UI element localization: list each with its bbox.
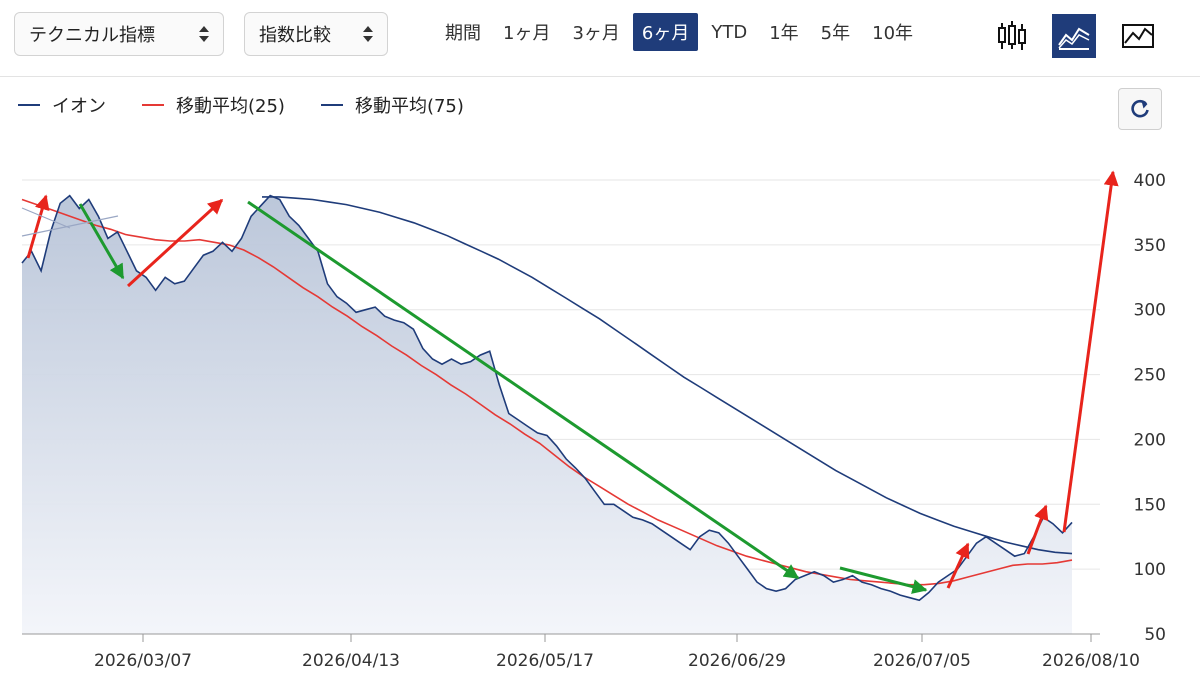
y-tick-label: 50: [1144, 625, 1166, 645]
index-compare-select[interactable]: 指数比較: [244, 12, 388, 56]
x-axis: 2026/03/07 2026/04/13 2026/05/17 2026/06/29…: [22, 633, 1140, 671]
price-area: [22, 195, 1072, 634]
trend-arrow: [26, 194, 50, 259]
legend-swatch: [18, 104, 40, 106]
area-chart-button[interactable]: [1052, 14, 1096, 58]
period-label: 期間: [445, 23, 481, 44]
sort-arrows-icon: [199, 26, 209, 42]
trend-line: [21, 207, 71, 229]
period-1m[interactable]: 1ヶ月: [503, 23, 551, 44]
price-line: [21, 194, 1073, 602]
area-chart-icon: [1058, 27, 1090, 50]
candlestick-chart-button[interactable]: [990, 14, 1034, 58]
index-compare-label: 指数比較: [259, 25, 331, 46]
trend-arrow: [1062, 170, 1119, 533]
legend-item-price[interactable]: イオン: [18, 92, 106, 118]
x-tick-label: 2026/07/05: [873, 651, 971, 671]
x-tick-label: 2026/05/17: [496, 651, 594, 671]
y-tick-label: 250: [1134, 366, 1166, 386]
period-6m[interactable]: 6ヶ月: [632, 13, 699, 51]
trend-arrow: [78, 203, 125, 280]
refresh-button[interactable]: [1118, 88, 1162, 130]
trend-arrow: [247, 200, 800, 580]
trend-annotations: [21, 170, 1119, 594]
trend-arrow: [946, 542, 970, 589]
legend-item-ma75[interactable]: 移動平均(75): [320, 92, 464, 118]
refresh-icon: [1131, 99, 1149, 118]
candlestick-icon: [998, 21, 1026, 50]
technical-indicator-select[interactable]: テクニカル指標: [14, 12, 224, 56]
period-5y[interactable]: 5年: [820, 23, 851, 44]
trend-arrow: [839, 566, 928, 594]
y-tick-label: 350: [1134, 236, 1166, 256]
legend-label: 移動平均(25): [176, 96, 285, 117]
y-tick-label: 400: [1134, 171, 1166, 191]
toolbar-divider: [0, 76, 1200, 77]
y-tick-label: 100: [1134, 560, 1166, 580]
period-selector: 期間 1ヶ月 3ヶ月 6ヶ月 YTD 1年 5年 10年: [436, 12, 926, 52]
y-axis: 50 100 150 200 250 300 350 400: [1134, 171, 1166, 645]
trend-arrow: [126, 198, 224, 288]
x-tick-label: 2026/06/29: [688, 651, 786, 671]
price-area-fill: [22, 195, 1072, 634]
line-chart-icon: [1122, 24, 1154, 48]
technical-indicator-label: テクニカル指標: [29, 25, 155, 46]
ma75-line: [262, 196, 1073, 555]
legend-label: イオン: [52, 96, 106, 117]
chart-legend: イオン 移動平均(25) 移動平均(75): [18, 92, 500, 118]
y-tick-label: 300: [1134, 301, 1166, 321]
x-tick-label: 2026/04/13: [302, 651, 400, 671]
legend-label: 移動平均(75): [354, 96, 464, 117]
toolbar: テクニカル指標 指数比較 期間 1ヶ月 3ヶ月 6ヶ月 YTD 1年 5年 10…: [0, 0, 1200, 76]
legend-swatch: [320, 104, 343, 106]
line-chart-button[interactable]: [1116, 14, 1160, 58]
legend-swatch: [142, 104, 164, 106]
y-tick-label: 200: [1134, 430, 1166, 450]
x-tick-label: 2026/08/10: [1042, 651, 1140, 671]
period-ytd[interactable]: YTD: [711, 21, 748, 43]
trend-line: [21, 215, 119, 237]
period-10y[interactable]: 10年: [872, 23, 914, 44]
sort-arrows-icon: [363, 26, 373, 42]
period-1y[interactable]: 1年: [769, 23, 799, 44]
x-tick-label: 2026/03/07: [94, 651, 192, 671]
period-3m[interactable]: 3ヶ月: [572, 23, 620, 44]
y-tick-label: 150: [1134, 495, 1166, 515]
trend-arrow: [1026, 504, 1049, 555]
legend-item-ma25[interactable]: 移動平均(25): [142, 92, 285, 118]
